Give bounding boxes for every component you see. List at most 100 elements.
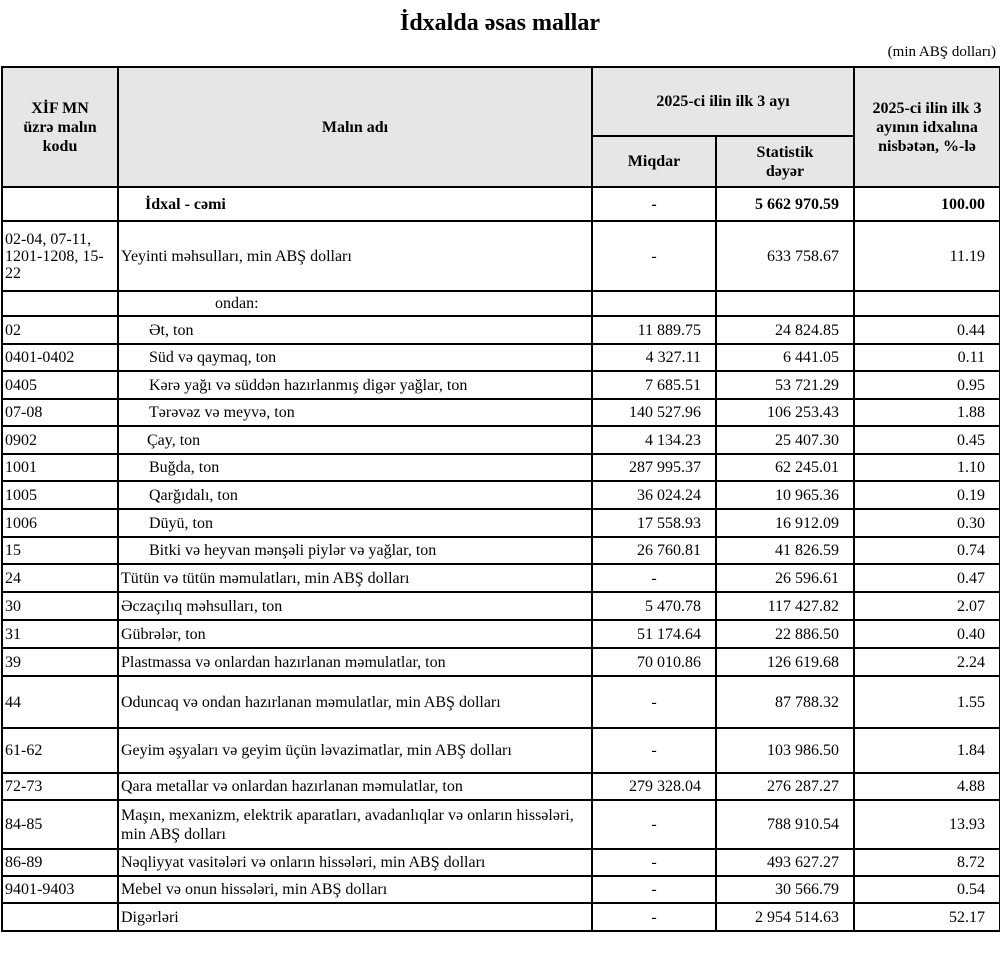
- table-row: 1006 Düyü, ton 17 558.93 16 912.09 0.30: [1, 508, 1000, 538]
- table-row: 07-08 Tərəvəz və meyvə, ton 140 527.96 106 …: [1, 398, 1000, 427]
- table-row: 1005 Qarğıdalı, ton 36 024.24 10 965.36 0.19: [1, 480, 1000, 510]
- quantity-cell: -: [591, 799, 717, 850]
- quantity-cell: 17 558.93: [591, 508, 717, 538]
- value-cell: 25 407.30: [715, 425, 855, 455]
- quantity-cell: 11 889.75: [591, 315, 717, 345]
- code-cell: 72-73: [1, 772, 119, 801]
- table-row: İdxal - cəmi -5 662 970.59 100.00: [1, 186, 1000, 222]
- quantity-cell: 36 024.24: [591, 480, 717, 510]
- name-cell: Tərəvəz və meyvə, ton: [117, 398, 593, 427]
- code-cell: 61-62: [1, 727, 119, 774]
- table-row: 39 Plastmassa və onlardan hazırlanan məmu…: [1, 647, 1000, 677]
- name-cell: Qara metallar və onlardan hazırlanan məm…: [117, 772, 593, 801]
- share-cell: 52.17: [853, 902, 1000, 932]
- table-row: 72-73 Qara metallar və onlardan hazırlana…: [1, 772, 1000, 801]
- value-cell: 106 253.43: [715, 398, 855, 427]
- value-cell: 26 596.61: [715, 563, 855, 593]
- code-cell: 1006: [1, 508, 119, 538]
- code-cell: 02-04, 07-11, 1201-1208, 15-22: [1, 220, 119, 292]
- name-cell: Çay, ton: [117, 425, 593, 455]
- table-body: İdxal - cəmi -5 662 970.59 100.00 02-04, 07…: [1, 186, 1000, 932]
- table-row: 02 Ət, ton 11 889.75 24 824.85 0.44: [1, 315, 1000, 345]
- name-cell: Kərə yağı və süddən hazırlanmış digər ya…: [117, 370, 593, 400]
- code-cell: 07-08: [1, 398, 119, 427]
- quantity-cell: 70 010.86: [591, 647, 717, 677]
- value-cell: 117 427.82: [715, 591, 855, 621]
- quantity-cell: -: [591, 848, 717, 877]
- value-cell: 16 912.09: [715, 508, 855, 538]
- share-cell: 0.44: [853, 315, 1000, 345]
- table-row: Digərləri -2 954 514.63 52.17: [1, 902, 1000, 932]
- share-cell: 8.72: [853, 848, 1000, 877]
- name-cell: Geyim əşyaları və geyim üçün ləvazimatla…: [117, 727, 593, 774]
- value-cell: 24 824.85: [715, 315, 855, 345]
- table-row: 84-85 Maşın, mexanizm, elektrik aparatlar…: [1, 799, 1000, 850]
- value-cell: 6 441.05: [715, 343, 855, 372]
- quantity-cell: 4 327.11: [591, 343, 717, 372]
- code-cell: 39: [1, 647, 119, 677]
- header-period: 2025-ci ilin ilk 3 ayı: [591, 66, 855, 137]
- quantity-cell: 5 470.78: [591, 591, 717, 621]
- name-cell: Düyü, ton: [117, 508, 593, 538]
- share-cell: 100.00: [853, 186, 1000, 222]
- value-cell: 788 910.54: [715, 799, 855, 850]
- share-cell: 0.95: [853, 370, 1000, 400]
- table-row: 0401-0402 Süd və qaymaq, ton 4 327.11 6 441…: [1, 343, 1000, 372]
- quantity-cell: -: [591, 186, 717, 222]
- share-cell: 0.74: [853, 536, 1000, 565]
- share-cell: 2.24: [853, 647, 1000, 677]
- table-row: 0405 Kərə yağı və süddən hazırlanmış digə…: [1, 370, 1000, 400]
- name-cell: Nəqliyyat vasitələri və onların hissələr…: [117, 848, 593, 877]
- quantity-cell: -: [591, 902, 717, 932]
- table-row: 61-62 Geyim əşyaları və geyim üçün ləvazi…: [1, 727, 1000, 774]
- share-cell: 0.47: [853, 563, 1000, 593]
- name-cell: Digərləri: [117, 902, 593, 932]
- value-cell: 87 788.32: [715, 675, 855, 729]
- share-cell: 0.19: [853, 480, 1000, 510]
- share-cell: 13.93: [853, 799, 1000, 850]
- quantity-cell: [591, 290, 717, 317]
- table-row: 0902 Çay, ton 4 134.23 25 407.30 0.45: [1, 425, 1000, 455]
- value-cell: 10 965.36: [715, 480, 855, 510]
- name-cell: Gübrələr, ton: [117, 619, 593, 649]
- table-row: 02-04, 07-11, 1201-1208, 15-22 Yeyinti mə…: [1, 220, 1000, 292]
- share-cell: 1.55: [853, 675, 1000, 729]
- quantity-cell: 7 685.51: [591, 370, 717, 400]
- code-cell: 24: [1, 563, 119, 593]
- value-cell: 62 245.01: [715, 453, 855, 482]
- name-cell: Ət, ton: [117, 315, 593, 345]
- value-cell: 5 662 970.59: [715, 186, 855, 222]
- name-cell: Buğda, ton: [117, 453, 593, 482]
- name-cell: Plastmassa və onlardan hazırlanan məmula…: [117, 647, 593, 677]
- table-row: ondan:: [1, 290, 1000, 317]
- value-cell: [715, 290, 855, 317]
- share-cell: 1.10: [853, 453, 1000, 482]
- name-cell: Tütün və tütün məmulatları, min ABŞ doll…: [117, 563, 593, 593]
- table-row: 15 Bitki və heyvan mənşəli piylər və yağl…: [1, 536, 1000, 565]
- name-cell: Qarğıdalı, ton: [117, 480, 593, 510]
- table-row: 24 Tütün və tütün məmulatları, min ABŞ do…: [1, 563, 1000, 593]
- value-cell: 41 826.59: [715, 536, 855, 565]
- header-name: Malın adı: [117, 66, 593, 188]
- code-cell: [1, 186, 119, 222]
- value-cell: 276 287.27: [715, 772, 855, 801]
- header-share: 2025-ci ilin ilk 3 ayının idxalına nisbə…: [853, 66, 1000, 188]
- code-cell: 84-85: [1, 799, 119, 850]
- quantity-cell: 51 174.64: [591, 619, 717, 649]
- quantity-cell: 4 134.23: [591, 425, 717, 455]
- name-cell: İdxal - cəmi: [117, 186, 593, 222]
- value-cell: 633 758.67: [715, 220, 855, 292]
- value-cell: 2 954 514.63: [715, 902, 855, 932]
- name-cell: ondan:: [117, 290, 593, 317]
- quantity-cell: -: [591, 875, 717, 904]
- share-cell: [853, 290, 1000, 317]
- code-cell: 44: [1, 675, 119, 729]
- code-cell: 31: [1, 619, 119, 649]
- table-row: 9401-9403 Mebel və onun hissələri, min AB…: [1, 875, 1000, 904]
- value-cell: 103 986.50: [715, 727, 855, 774]
- table-row: 31 Gübrələr, ton 51 174.64 22 886.50 0.40: [1, 619, 1000, 649]
- value-cell: 22 886.50: [715, 619, 855, 649]
- imports-table: XİF MN üzrə malın kodu Malın adı 2025-ci…: [1, 66, 1000, 932]
- share-cell: 4.88: [853, 772, 1000, 801]
- name-cell: Bitki və heyvan mənşəli piylər və yağlar…: [117, 536, 593, 565]
